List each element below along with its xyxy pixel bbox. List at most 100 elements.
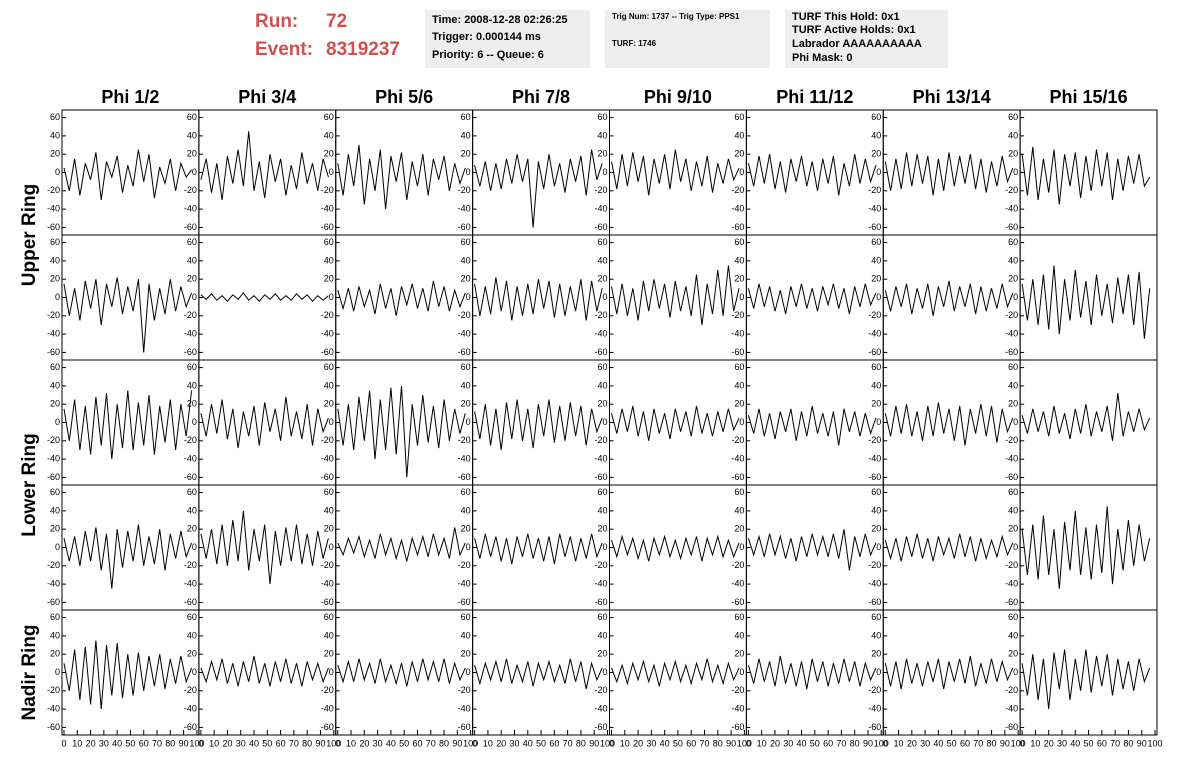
x-tick-label: 40 [523, 738, 533, 748]
waveform [1021, 393, 1151, 441]
y-tick-label: -20 [731, 435, 744, 445]
x-tick-label: 10 [757, 738, 767, 748]
waveform [611, 534, 740, 562]
y-tick-label: 0 [466, 667, 471, 677]
y-tick-label: -60 [1005, 347, 1018, 357]
y-tick-label: 40 [187, 255, 197, 265]
x-tick-label: 90 [863, 738, 873, 748]
x-tick-label: 50 [673, 738, 683, 748]
y-tick-label: 60 [871, 237, 881, 247]
x-tick-label: 60 [276, 738, 286, 748]
y-tick-label: -40 [868, 453, 881, 463]
waveform [747, 154, 877, 196]
waveform [884, 655, 1014, 690]
y-tick-label: 20 [1008, 524, 1018, 534]
y-tick-label: -60 [321, 722, 334, 732]
y-tick-label: 0 [329, 542, 334, 552]
x-tick-label: 90 [726, 738, 736, 748]
turf: TURF: 1746 [612, 39, 657, 48]
y-tick-label: -40 [458, 703, 471, 713]
y-tick-label: 20 [1008, 649, 1018, 659]
waveform [337, 385, 466, 478]
column-title: Phi 7/8 [512, 87, 570, 107]
y-tick-label: -60 [1005, 597, 1018, 607]
x-tick-label: 70 [289, 738, 299, 748]
y-tick-label: -40 [731, 203, 744, 213]
y-tick-label: 20 [1008, 149, 1018, 159]
x-tick-label: 100 [1147, 738, 1162, 748]
x-tick-label: 50 [1084, 738, 1094, 748]
y-tick-label: 20 [324, 649, 334, 659]
y-tick-label: 40 [50, 630, 60, 640]
y-tick-label: 40 [324, 505, 334, 515]
y-tick-label: 60 [871, 487, 881, 497]
y-tick-label: 40 [324, 255, 334, 265]
x-tick-label: 40 [933, 738, 943, 748]
y-tick-label: -20 [868, 685, 881, 695]
x-tick-label: 30 [236, 738, 246, 748]
waveform [474, 399, 603, 451]
y-tick-label: 0 [1013, 542, 1018, 552]
y-tick-label: -20 [594, 685, 607, 695]
y-tick-label: -40 [1005, 578, 1018, 588]
y-tick-label: -40 [321, 703, 334, 713]
y-tick-label: 0 [192, 542, 197, 552]
y-tick-label: -40 [184, 203, 197, 213]
waveform [200, 510, 329, 585]
x-tick-label: 50 [262, 738, 272, 748]
y-tick-label: 20 [597, 649, 607, 659]
x-tick-label: 70 [1110, 738, 1120, 748]
y-tick-label: 40 [461, 630, 471, 640]
x-tick-label: 70 [700, 738, 710, 748]
info-box [605, 10, 770, 68]
y-tick-label: 40 [324, 380, 334, 390]
y-tick-label: 0 [1013, 292, 1018, 302]
waveform [611, 658, 740, 687]
y-tick-label: 40 [734, 380, 744, 390]
y-tick-label: 40 [324, 130, 334, 140]
x-tick-label: 20 [770, 738, 780, 748]
waveform [747, 283, 877, 315]
waveform [747, 405, 877, 446]
y-tick-label: -60 [321, 222, 334, 232]
x-tick-label: 80 [713, 738, 723, 748]
y-tick-label: 0 [1013, 417, 1018, 427]
y-tick-label: 0 [192, 292, 197, 302]
y-tick-label: 20 [871, 399, 881, 409]
y-tick-label: -60 [47, 472, 60, 482]
y-tick-label: 60 [1008, 237, 1018, 247]
y-tick-label: 20 [871, 524, 881, 534]
y-tick-label: 40 [324, 630, 334, 640]
y-tick-label: 0 [192, 667, 197, 677]
y-tick-label: -40 [321, 578, 334, 588]
info-box [785, 10, 948, 68]
y-tick-label: 0 [329, 417, 334, 427]
y-tick-label: -40 [184, 453, 197, 463]
y-tick-label: -40 [1005, 328, 1018, 338]
y-tick-label: 0 [55, 292, 60, 302]
y-tick-label: 60 [50, 237, 60, 247]
y-tick-label: 0 [876, 667, 881, 677]
y-tick-label: 60 [1008, 612, 1018, 622]
waveform [63, 149, 193, 201]
x-tick-label: 60 [412, 738, 422, 748]
y-tick-label: -60 [594, 222, 607, 232]
y-tick-label: 60 [461, 362, 471, 372]
column-title: Phi 5/6 [375, 87, 433, 107]
y-tick-label: 40 [50, 505, 60, 515]
y-tick-label: 60 [461, 237, 471, 247]
y-tick-label: 0 [466, 292, 471, 302]
y-tick-label: -20 [321, 435, 334, 445]
waveform [337, 658, 466, 687]
x-tick-label: 10 [620, 738, 630, 748]
waveform [200, 292, 329, 302]
y-tick-label: 0 [1013, 167, 1018, 177]
x-tick-label: 60 [139, 738, 149, 748]
waveform [200, 396, 329, 449]
y-tick-label: -40 [184, 703, 197, 713]
trig-num: Trig Num: 1737 -- Trig Type: PPS1 [612, 12, 740, 21]
y-tick-label: 0 [1013, 667, 1018, 677]
y-tick-label: 40 [1008, 630, 1018, 640]
y-tick-label: 20 [461, 649, 471, 659]
y-tick-label: 20 [597, 149, 607, 159]
